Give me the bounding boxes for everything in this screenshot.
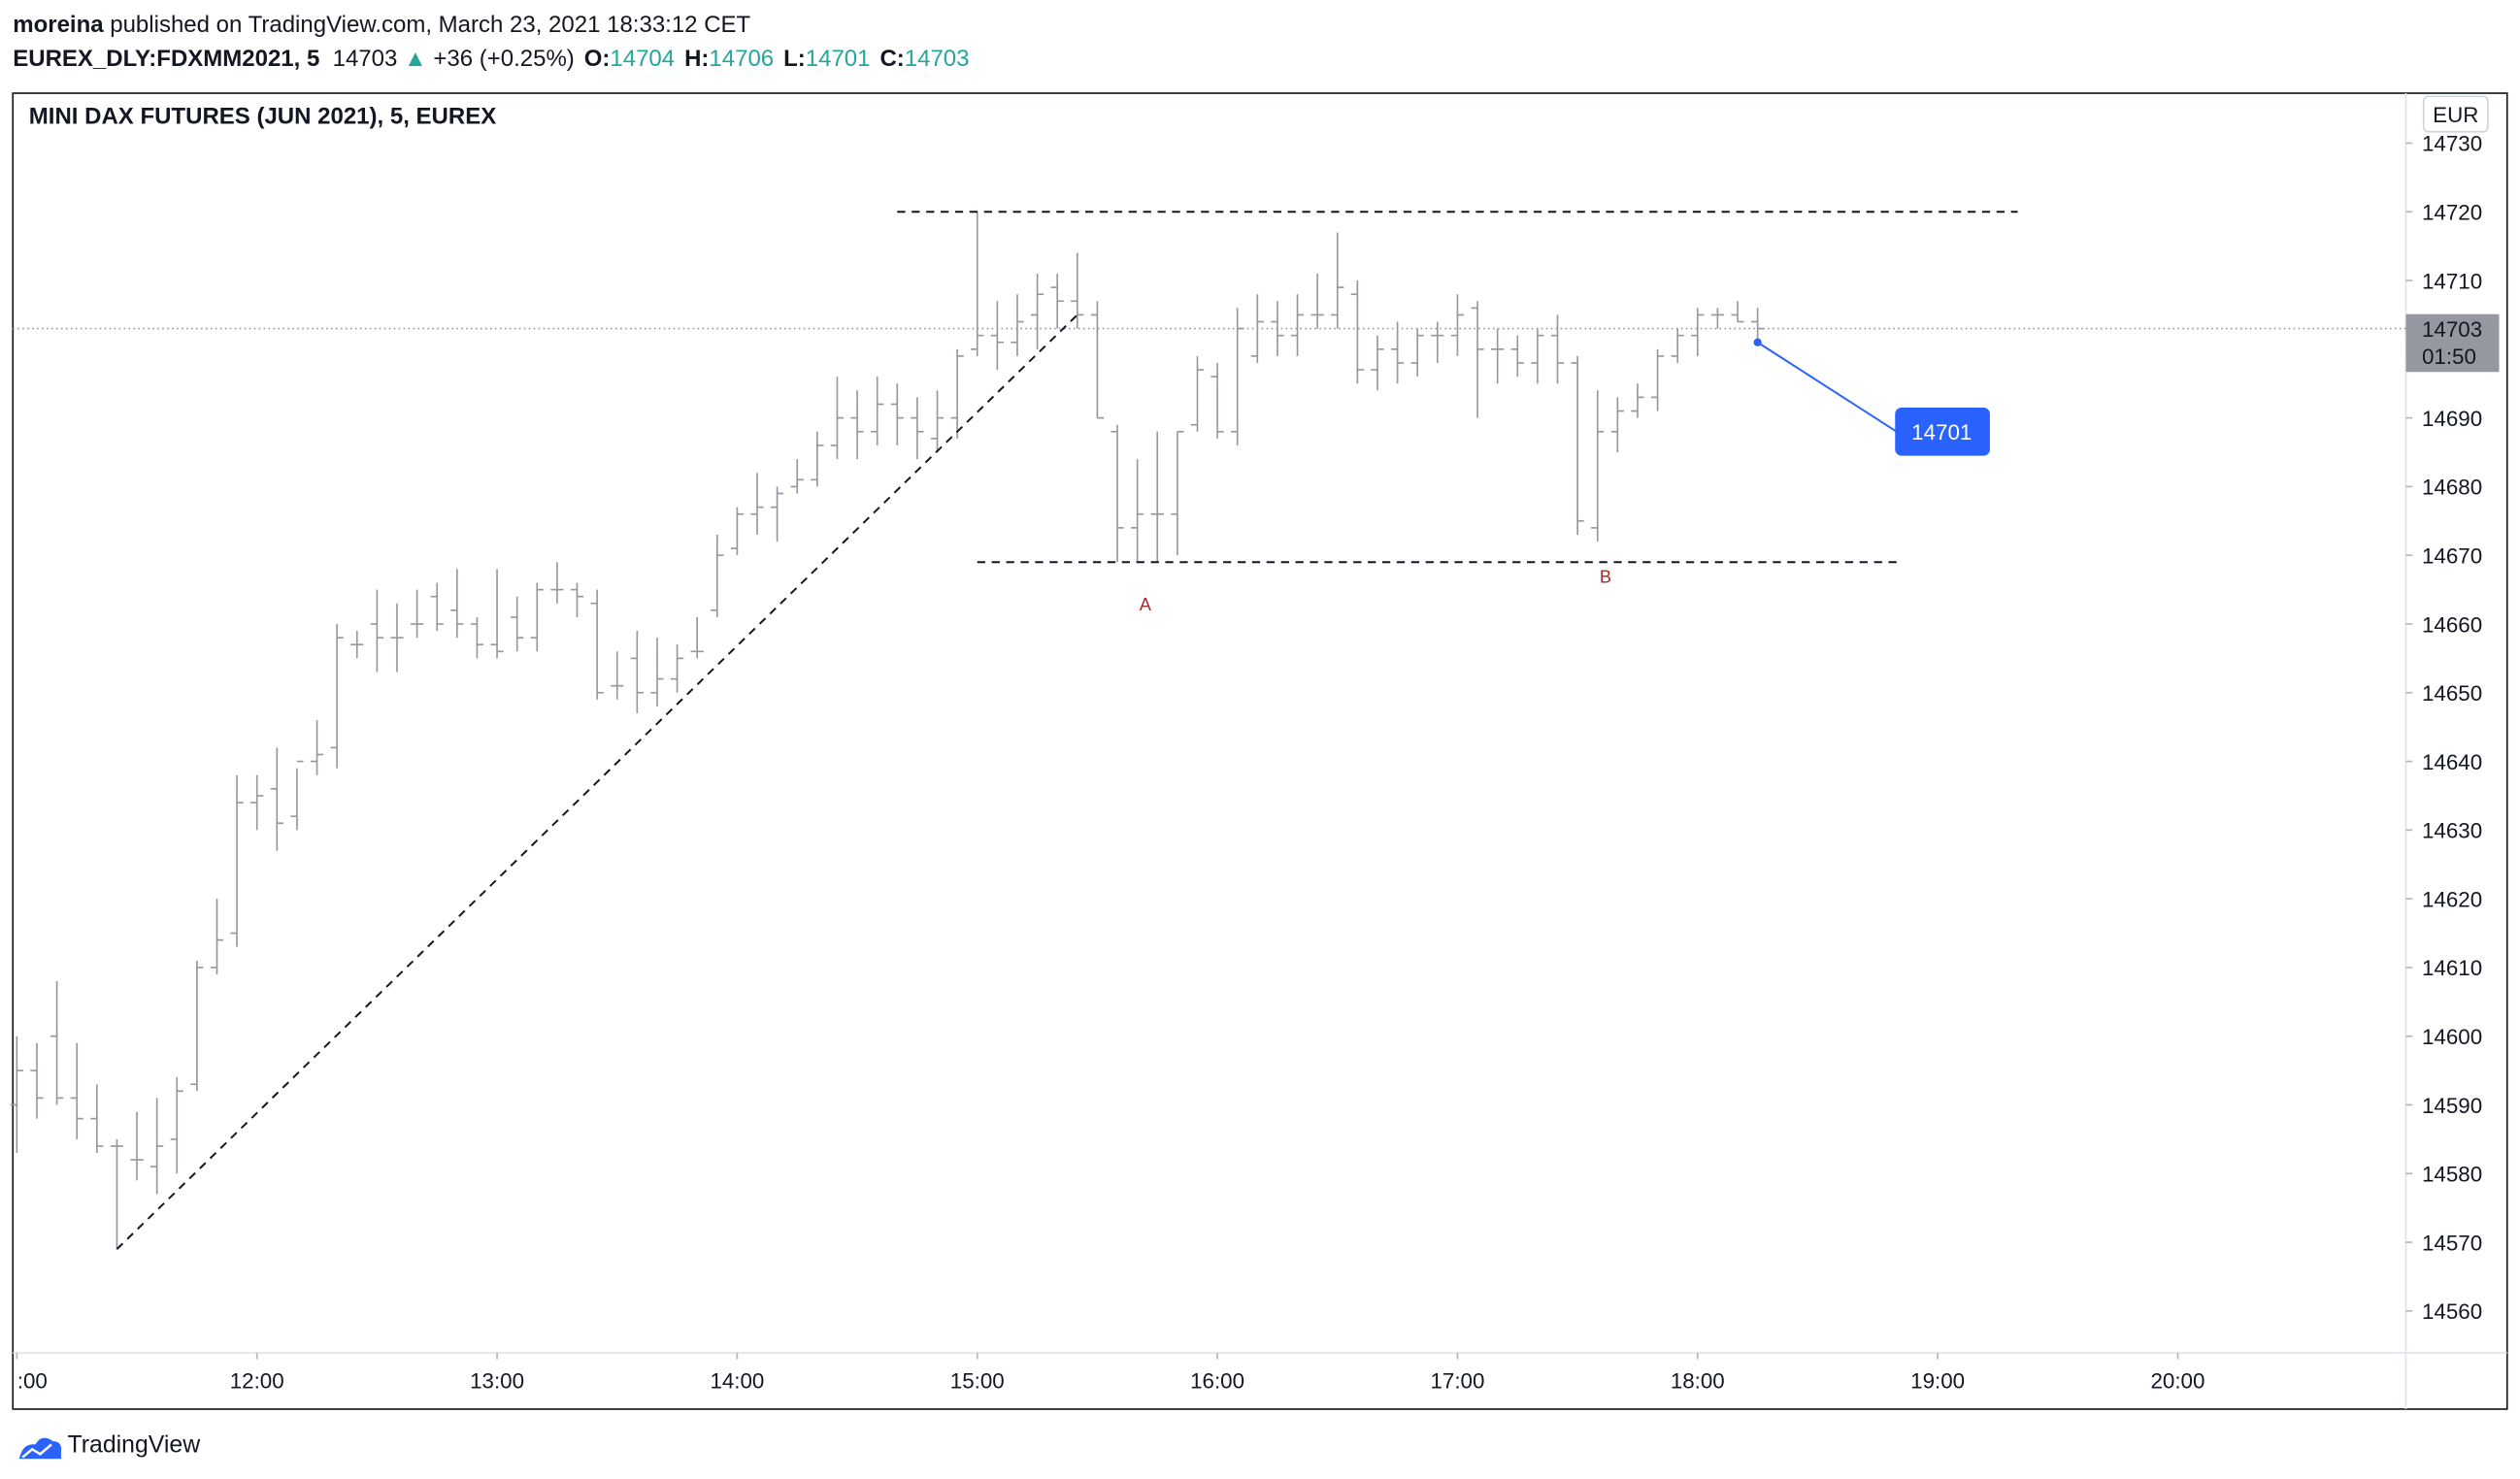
x-tick-label: 14:00 <box>710 1368 764 1393</box>
annotation: B <box>1600 568 1611 587</box>
arrow: ▲ <box>404 46 427 72</box>
logo-icon <box>18 1437 62 1460</box>
open: 14704 <box>610 46 675 72</box>
y-tick-label: 14580 <box>2422 1163 2482 1187</box>
callout-label: 14701 <box>1911 420 1972 444</box>
chart-title: MINI DAX FUTURES (JUN 2021), 5, EUREX <box>29 103 496 129</box>
symbol-line: EUREX_DLY:FDXMM2021, 5 14703 ▲ +36 (+0.25%)… <box>13 46 969 72</box>
y-tick-label: 14590 <box>2422 1094 2482 1118</box>
trend-line <box>116 313 1078 1250</box>
change: +36 (+0.25%) <box>433 46 574 72</box>
x-tick-label: 15:00 <box>950 1368 1005 1393</box>
y-tick-label: 14560 <box>2422 1299 2482 1324</box>
x-tick-label: :00 <box>17 1368 48 1393</box>
x-tick-label: 12:00 <box>230 1368 284 1393</box>
high: 14706 <box>709 46 774 72</box>
y-tick-label: 14720 <box>2422 201 2482 225</box>
y-tick-label: 14640 <box>2422 750 2482 774</box>
countdown: 01:50 <box>2422 345 2476 369</box>
x-tick-label: 13:00 <box>470 1368 524 1393</box>
x-tick-label: 20:00 <box>2151 1368 2205 1393</box>
symbol: EUREX_DLY:FDXMM2021, 5 <box>13 46 319 72</box>
close: 14703 <box>905 46 970 72</box>
close-label: C: <box>879 46 904 72</box>
x-tick-label: 18:00 <box>1671 1368 1725 1393</box>
footer-logo: TradingView <box>18 1432 201 1460</box>
brand: TradingView <box>68 1432 201 1459</box>
y-tick-label: 14660 <box>2422 612 2482 637</box>
open-label: O: <box>584 46 611 72</box>
y-tick-label: 14610 <box>2422 956 2482 980</box>
y-tick-label: 14690 <box>2422 407 2482 431</box>
header-line: moreina published on TradingView.com, Mar… <box>13 12 750 38</box>
callout-point <box>1753 338 1762 346</box>
y-tick-label: 14620 <box>2422 887 2482 911</box>
bars <box>10 212 1765 1250</box>
annotation: A <box>1140 595 1152 614</box>
x-tick-label: 16:00 <box>1190 1368 1244 1393</box>
chart-frame <box>12 92 2508 1410</box>
logo-mark <box>21 1443 52 1459</box>
x-tick-label: 17:00 <box>1430 1368 1484 1393</box>
last-price-label: 14703 <box>2422 317 2482 342</box>
y-tick-label: 14570 <box>2422 1231 2482 1255</box>
last-price-box <box>2405 313 2500 373</box>
author: moreina <box>13 12 104 38</box>
low: 14701 <box>806 46 871 72</box>
y-tick-label: 14710 <box>2422 269 2482 293</box>
y-tick-label: 14670 <box>2422 543 2482 568</box>
x-tick-label: 19:00 <box>1910 1368 1965 1393</box>
currency-box <box>2422 95 2489 133</box>
currency: EUR <box>2433 103 2478 127</box>
y-tick-label: 14730 <box>2422 132 2482 156</box>
callout-line <box>1757 341 1898 433</box>
y-tick-label: 14680 <box>2422 476 2482 500</box>
callout-box <box>1895 407 1990 456</box>
price: 14703 <box>333 46 398 72</box>
y-tick-label: 14650 <box>2422 681 2482 706</box>
high-label: H: <box>684 46 709 72</box>
y-tick-label: 14600 <box>2422 1025 2482 1049</box>
published: published on TradingView.com, March 23, … <box>110 12 750 38</box>
y-tick-label: 14630 <box>2422 819 2482 843</box>
low-label: L: <box>783 46 806 72</box>
